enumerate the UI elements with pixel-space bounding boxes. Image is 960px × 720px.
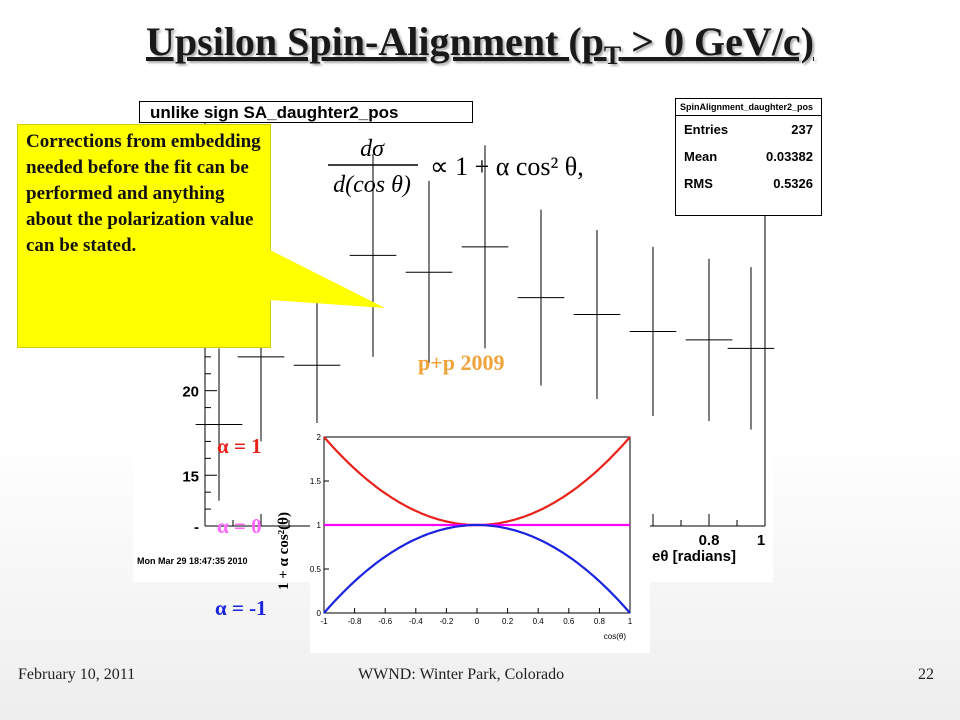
inset-plot: 0 0.5 1 1.5 2 -1 -0.8 -0.6 -0.4 -0.2 0 0.2 0.4 0.6 0.8… bbox=[310, 423, 650, 653]
histogram-xtick-label: 1 bbox=[757, 532, 765, 549]
inset-xtick-label: -0.8 bbox=[348, 617, 362, 626]
stats-row-mean: Mean 0.03382 bbox=[676, 143, 821, 170]
stats-value: 0.5326 bbox=[773, 176, 813, 191]
inset-xtick-label: -0.2 bbox=[440, 617, 454, 626]
inset-xlabel: cos(θ) bbox=[604, 632, 627, 641]
histogram-ytick-label: 15 bbox=[182, 468, 199, 485]
alpha-neg-label: α = -1 bbox=[215, 596, 267, 620]
inset-ytick-label: 1.5 bbox=[310, 477, 322, 486]
histogram-ytick-label-partial: - bbox=[194, 519, 199, 536]
footer-date: February 10, 2011 bbox=[18, 666, 136, 683]
inset-xtick-label: 0.4 bbox=[533, 617, 545, 626]
inset-curve-alpha--1 bbox=[323, 523, 631, 614]
stats-label: Mean bbox=[684, 149, 718, 164]
stats-box: SpinAlignment_daughter2_pos Entries 237 … bbox=[675, 98, 822, 216]
footer-venue: WWND: Winter Park, Colorado bbox=[358, 666, 565, 683]
stats-value: 0.03382 bbox=[766, 149, 813, 164]
inset-ytick-label: 2 bbox=[317, 433, 322, 442]
equation-rhs: ∝ 1 + α cos² θ, bbox=[430, 152, 584, 181]
stats-label: RMS bbox=[684, 176, 713, 191]
inset-ytick-label: 1 bbox=[317, 521, 322, 530]
footer-page-number: 22 bbox=[918, 666, 934, 683]
equation-denominator: d(cos θ) bbox=[333, 172, 411, 198]
inset-xtick-label: 0.2 bbox=[502, 617, 514, 626]
inset-ytick-label: 0 bbox=[317, 609, 322, 618]
title-subscript: T bbox=[603, 41, 622, 70]
stats-row-entries: Entries 237 bbox=[676, 116, 821, 143]
histogram-xtick-label: 0.8 bbox=[699, 532, 720, 549]
inset-background bbox=[310, 423, 650, 653]
timestamp: Mon Mar 29 18:47:35 2010 bbox=[137, 556, 248, 566]
xaxis-label-fragment: eθ [radians] bbox=[652, 548, 736, 565]
stats-row-rms: RMS 0.5326 bbox=[676, 170, 821, 197]
callout-note: Corrections from embedding needed before… bbox=[17, 124, 271, 348]
equation: dσ d(cos θ) ∝ 1 + α cos² θ, bbox=[328, 136, 584, 198]
inset-xtick-label: 0.6 bbox=[563, 617, 575, 626]
inset-xtick-label: 0.8 bbox=[594, 617, 606, 626]
equation-numerator: dσ bbox=[360, 136, 385, 162]
histogram-ytick-label: 20 bbox=[182, 384, 199, 401]
inset-xtick-label: -0.4 bbox=[409, 617, 423, 626]
stats-title: SpinAlignment_daughter2_pos bbox=[676, 99, 821, 116]
inset-ytick-label: 0.5 bbox=[310, 565, 322, 574]
title-tail: > 0 GeV/c) bbox=[621, 19, 814, 64]
inset-xtick-label: 1 bbox=[628, 617, 633, 626]
slide-title: Upsilon Spin-Alignment (pT > 0 GeV/c) bbox=[0, 18, 960, 71]
dataset-label: p+p 2009 bbox=[418, 350, 505, 375]
title-main: Upsilon Spin-Alignment (p bbox=[146, 19, 604, 64]
stats-value: 237 bbox=[791, 122, 813, 137]
stats-label: Entries bbox=[684, 122, 729, 137]
histogram-title: unlike sign SA_daughter2_pos bbox=[139, 101, 473, 123]
alpha-zero-label: α = 0 bbox=[217, 514, 262, 538]
inset-xtick-label: 0 bbox=[475, 617, 480, 626]
alpha-pos-label: α = 1 bbox=[217, 434, 262, 458]
inset-ylabel: 1 + α cos²(θ) bbox=[276, 512, 292, 590]
inset-xtick-label: -1 bbox=[320, 617, 328, 626]
inset-xtick-label: -0.6 bbox=[378, 617, 392, 626]
